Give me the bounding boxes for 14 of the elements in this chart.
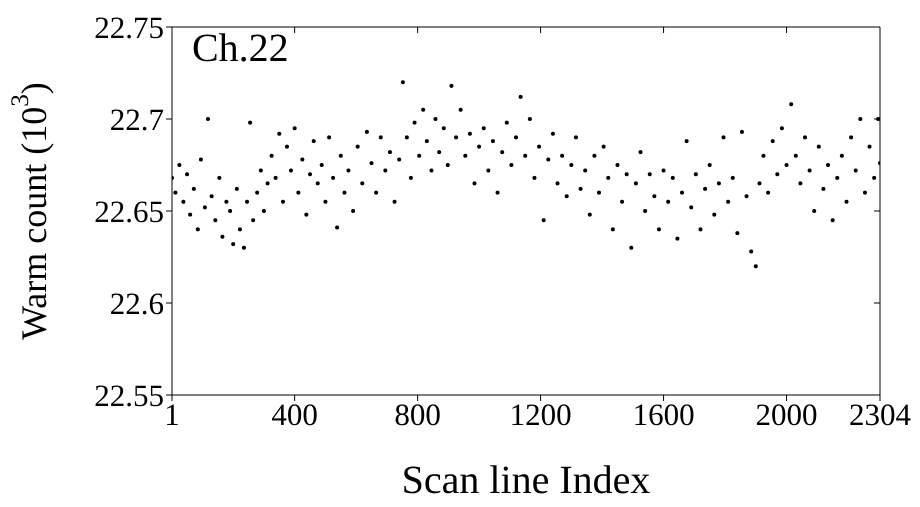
x-tick-label: 2000 xyxy=(756,397,818,432)
y-tick-label: 22.75 xyxy=(94,10,164,46)
y-tick-label: 22.55 xyxy=(94,378,164,414)
x-tick-label: 1600 xyxy=(632,397,695,432)
y-tick-label: 22.65 xyxy=(94,194,164,230)
x-tick-label: 800 xyxy=(394,397,441,432)
y-tick-label: 22.6 xyxy=(110,286,164,322)
x-tick-label: 2304 xyxy=(849,397,912,432)
y-tick-label: 22.7 xyxy=(110,102,164,138)
x-axis-title: Scan line Index xyxy=(402,457,650,502)
chart-title: Ch.22 xyxy=(192,25,289,70)
x-tick-label: 400 xyxy=(271,397,318,432)
x-tick-label: 1 xyxy=(164,397,180,432)
x-tick-label: 1200 xyxy=(510,397,572,432)
